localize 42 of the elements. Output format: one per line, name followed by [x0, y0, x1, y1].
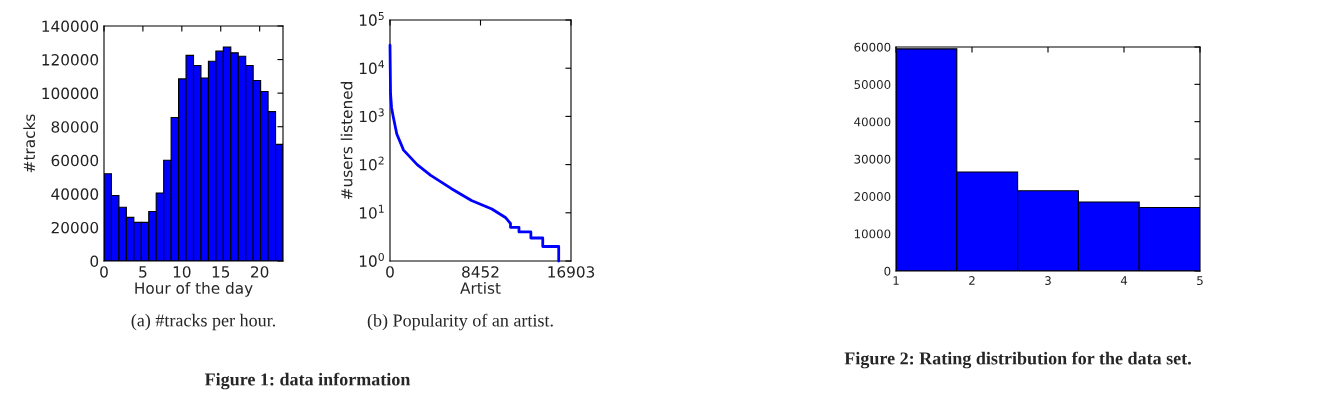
y-tick-label: 80000: [51, 121, 99, 133]
line-series: [388, 43, 561, 263]
y-tick-label: 60000: [51, 154, 99, 167]
y-tick-label: 0: [90, 255, 99, 268]
y-tick-label: 30000: [854, 154, 891, 164]
y-tick-label: 10$^{0}$: [359, 252, 384, 267]
x-tick-label: 3: [1045, 276, 1051, 285]
y-tick-label: 100000: [42, 87, 99, 100]
x-axis-title: Artist: [460, 282, 501, 294]
y-tick-label: 40000: [854, 117, 891, 127]
x-tick-label: 8452: [462, 266, 499, 278]
y-tick-label: 50000: [854, 80, 891, 89]
y-tick-label: 10$^{1}$: [359, 204, 384, 219]
y-tick-label: 10$^{5}$: [359, 12, 384, 26]
x-tick-label: 20: [251, 266, 269, 278]
x-tick-label: 5: [1197, 276, 1203, 285]
text: (b) Popularity of an artist.: [367, 313, 553, 331]
y-tick-label: 10$^{4}$: [359, 60, 385, 75]
y-axis-title: #tracks: [23, 114, 36, 173]
x-tick-label: 0: [100, 266, 108, 278]
x-tick-label: 5: [139, 266, 147, 278]
x-tick-label: 10: [173, 266, 191, 278]
y-tick-label: 10000: [854, 229, 891, 239]
x-tick-label: 1: [893, 276, 899, 285]
y-axis-title: #users listened: [340, 82, 353, 200]
x-tick-label: 4: [1120, 276, 1128, 285]
x-tick-label: 16903: [548, 266, 595, 278]
x-tick-label: 2: [969, 276, 975, 285]
y-tick-label: 20000: [51, 221, 99, 234]
caption: Figure 1: data information: [204, 372, 411, 390]
y-tick-label: 10$^{3}$: [359, 108, 384, 123]
y-tick-label: 10$^{2}$: [359, 156, 384, 171]
text: (a) #tracks per hour.: [131, 313, 275, 331]
y-tick-label: 60000: [854, 42, 891, 52]
x-tick-label: 0: [386, 266, 394, 278]
y-tick-label: 20000: [854, 192, 891, 201]
y-tick-label: 120000: [42, 54, 99, 66]
y-tick-label: 140000: [42, 20, 99, 33]
caption: Figure 2: Rating distribution for the data set.: [844, 351, 1191, 369]
x-axis-title: Hour of the day: [135, 282, 253, 297]
x-tick-label: 15: [212, 266, 230, 278]
y-tick-label: 40000: [51, 188, 99, 200]
